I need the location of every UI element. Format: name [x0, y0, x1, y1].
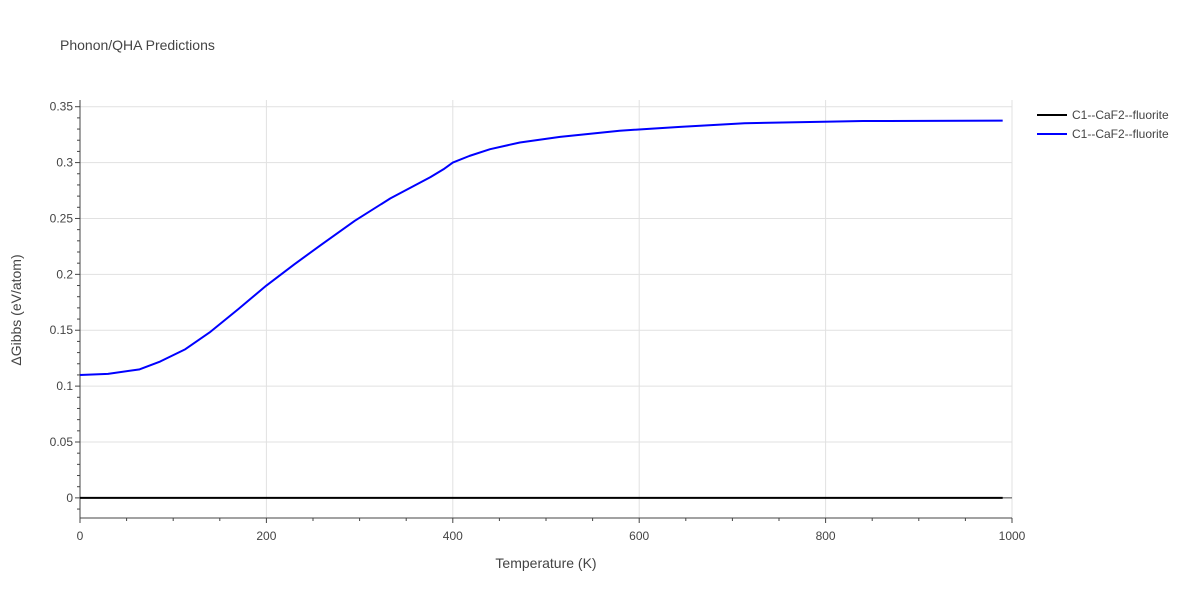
y-tick-label: 0.3	[56, 156, 73, 170]
y-tick-label: 0.1	[56, 379, 73, 393]
x-tick-label: 800	[816, 529, 836, 543]
y-tick-label: 0	[66, 491, 73, 505]
x-axis-label: Temperature (K)	[495, 555, 596, 571]
chart-title: Phonon/QHA Predictions	[60, 37, 215, 53]
x-tick-label: 600	[629, 529, 649, 543]
y-tick-label: 0.15	[50, 323, 74, 337]
x-tick-label: 1000	[999, 529, 1026, 543]
x-tick-label: 0	[77, 529, 84, 543]
y-tick-label: 0.2	[56, 267, 73, 281]
y-tick-label: 0.25	[50, 211, 74, 225]
legend-label-0[interactable]: C1--CaF2--fluorite	[1072, 108, 1169, 122]
y-tick-label: 0.05	[50, 435, 74, 449]
series-line-1	[79, 119, 1003, 376]
x-tick-label: 400	[443, 529, 463, 543]
x-tick-label: 200	[256, 529, 276, 543]
legend-label-1[interactable]: C1--CaF2--fluorite	[1072, 127, 1169, 141]
y-tick-label: 0.35	[50, 100, 74, 114]
legend[interactable]: C1--CaF2--fluorite C1--CaF2--fluorite	[1037, 108, 1169, 141]
y-axis-label: ΔGibbs (eV/atom)	[8, 254, 24, 365]
